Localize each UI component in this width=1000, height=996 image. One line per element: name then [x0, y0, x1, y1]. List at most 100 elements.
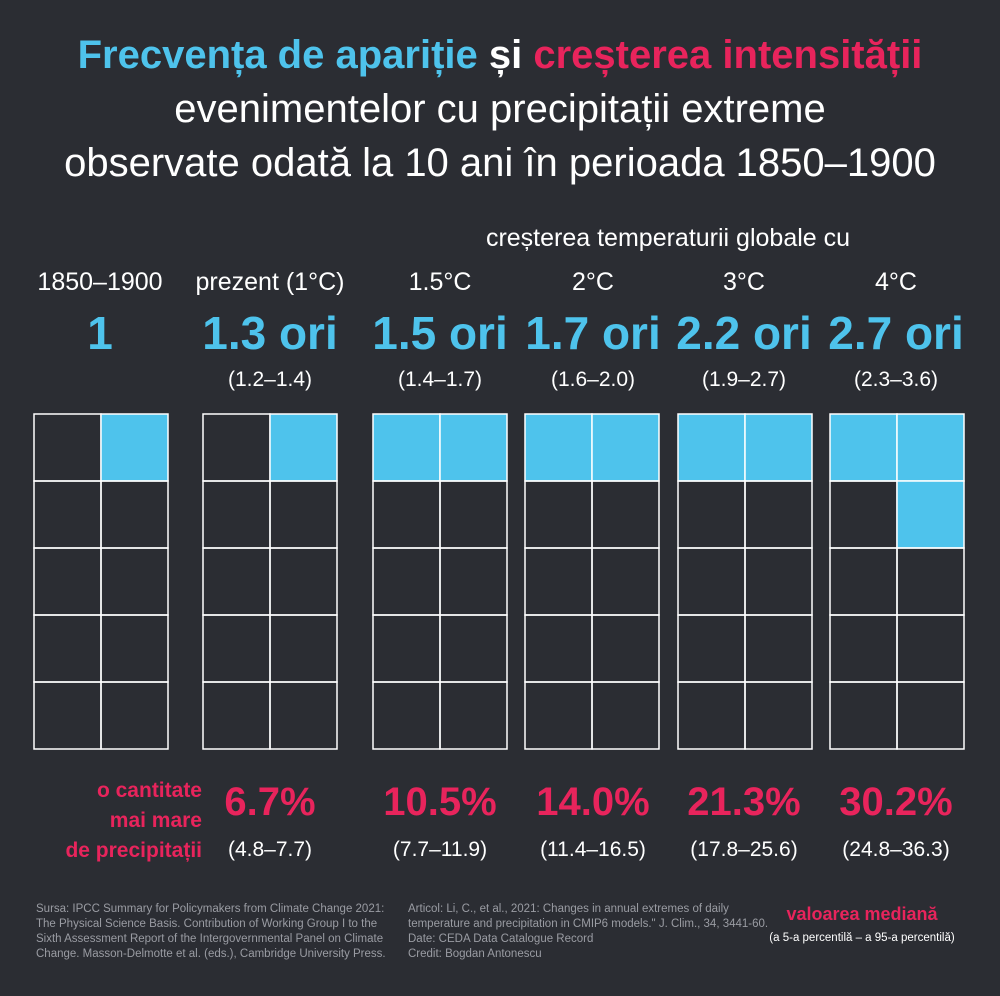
title-line-3: observate odată la 10 ani în perioada 18…	[64, 141, 936, 185]
grid-cell-empty	[896, 681, 965, 750]
scenario-label: 1850–1900	[37, 268, 163, 296]
grid-cell-empty	[372, 547, 441, 616]
frequency-range: (1.6–2.0)	[550, 368, 636, 391]
median-legend: valoarea mediană	[786, 904, 938, 924]
grid-cell-empty	[202, 681, 271, 750]
grid-cell-empty	[677, 681, 746, 750]
footer-source-line: Sursa: IPCC Summary for Policymakers fro…	[36, 903, 385, 915]
precipitation-increase: 14.0%	[536, 780, 650, 824]
grid-cell-empty	[33, 681, 102, 750]
grid-cell-filled	[524, 413, 593, 482]
frequency-range: (1.4–1.7)	[397, 368, 483, 391]
grid-cell-empty	[439, 547, 508, 616]
grid-cell-empty	[100, 681, 169, 750]
footer-article-line: Articol: Li, C., et al., 2021: Changes i…	[408, 903, 729, 915]
grid-cell-empty	[372, 480, 441, 549]
grid-cell-empty	[100, 614, 169, 683]
footer-article-line: Date: CEDA Data Catalogue Record	[408, 933, 594, 945]
scenario-column: 3°C 2.2 ori (1.9–2.7) 21.3% (17.8–25.6)	[660, 0, 828, 900]
grid-cell-filled	[372, 413, 441, 482]
grid-cell-empty	[744, 480, 813, 549]
precipitation-range: (17.8–25.6)	[690, 838, 798, 861]
scenario-column: 2°C 1.7 ori (1.6–2.0) 14.0% (11.4–16.5)	[509, 0, 677, 900]
precipitation-label-line: o cantitate	[96, 779, 202, 802]
frequency-value: 1.5 ori	[372, 307, 508, 359]
grid-cell-empty	[591, 480, 660, 549]
scenario-column: 1850–1900 1	[16, 0, 184, 900]
grid-cell-filled	[829, 413, 898, 482]
title-line-2: evenimentelor cu precipitații extreme	[174, 87, 826, 131]
grid-cell-empty	[439, 614, 508, 683]
scenario-label: 2°C	[572, 268, 614, 296]
grid-cell-filled	[677, 413, 746, 482]
grid-cell-filled	[744, 413, 813, 482]
precipitation-increase: 30.2%	[839, 780, 953, 824]
grid-cell-empty	[33, 480, 102, 549]
scenario-label: 1.5°C	[408, 268, 472, 296]
grid-cell-empty	[591, 681, 660, 750]
precipitation-increase: 10.5%	[383, 780, 497, 824]
grid-cell-empty	[202, 413, 271, 482]
precipitation-label-line: mai mare	[109, 809, 202, 832]
warming-header: creșterea temperaturii globale cu	[485, 224, 851, 252]
footer-source-line: Sixth Assessment Report of the Intergove…	[36, 933, 384, 945]
grid-cell-empty	[896, 547, 965, 616]
grid-cell-empty	[896, 614, 965, 683]
footer-source-line: Change. Masson-Delmotte et al. (eds.), C…	[36, 948, 386, 960]
grid-cell-empty	[591, 547, 660, 616]
grid-cell-empty	[372, 681, 441, 750]
grid-cell-empty	[829, 614, 898, 683]
frequency-value: 1.7 ori	[525, 307, 661, 359]
frequency-value: 1	[87, 307, 113, 359]
grid-cell-empty	[677, 614, 746, 683]
frequency-grid	[829, 413, 965, 750]
grid-cell-filled	[100, 413, 169, 482]
precipitation-range: (7.7–11.9)	[392, 838, 488, 861]
grid-cell-empty	[677, 547, 746, 616]
frequency-grid	[524, 413, 660, 750]
grid-cell-empty	[591, 614, 660, 683]
precipitation-range: (11.4–16.5)	[540, 838, 646, 861]
grid-cell-empty	[372, 614, 441, 683]
grid-cell-empty	[524, 547, 593, 616]
frequency-value: 2.7 ori	[828, 307, 964, 359]
title-frequency: Frecvența de apariție	[77, 33, 478, 77]
grid-cell-filled	[591, 413, 660, 482]
grid-cell-empty	[202, 480, 271, 549]
frequency-range: (2.3–3.6)	[853, 368, 939, 391]
precipitation-range: (24.8–36.3)	[842, 838, 950, 861]
grid-cell-filled	[269, 413, 338, 482]
precipitation-label: o cantitate mai mare de precipitații	[18, 776, 202, 866]
grid-cell-empty	[269, 681, 338, 750]
frequency-grid	[677, 413, 813, 750]
footer-article: Articol: Li, C., et al., 2021: Changes i…	[408, 902, 768, 962]
grid-cell-empty	[829, 681, 898, 750]
scenario-column: 4°C 2.7 ori (2.3–3.6) 30.2% (24.8–36.3)	[812, 0, 980, 900]
scenario-label: 4°C	[875, 268, 917, 296]
frequency-grid	[202, 413, 338, 750]
scenario-column: 1.5°C 1.5 ori (1.4–1.7) 10.5% (7.7–11.9)	[356, 0, 524, 900]
precipitation-increase: 21.3%	[687, 780, 801, 824]
grid-cell-empty	[744, 614, 813, 683]
grid-cell-filled	[896, 413, 965, 482]
footer-source: Sursa: IPCC Summary for Policymakers fro…	[36, 902, 386, 962]
grid-cell-empty	[439, 681, 508, 750]
grid-cell-empty	[269, 480, 338, 549]
scenario-label: prezent (1°C)	[195, 268, 345, 296]
grid-cell-empty	[524, 681, 593, 750]
grid-cell-filled	[896, 480, 965, 549]
grid-cell-empty	[744, 547, 813, 616]
grid-cell-empty	[33, 547, 102, 616]
frequency-grid	[33, 413, 169, 750]
grid-cell-filled	[439, 413, 508, 482]
frequency-value: 2.2 ori	[676, 307, 812, 359]
grid-cell-empty	[829, 547, 898, 616]
grid-cell-empty	[439, 480, 508, 549]
scenario-column: prezent (1°C) 1.3 ori (1.2–1.4) 6.7% (4.8–7.…	[186, 0, 354, 900]
grid-cell-empty	[829, 480, 898, 549]
grid-cell-empty	[744, 681, 813, 750]
frequency-range: (1.2–1.4)	[227, 368, 313, 391]
grid-cell-empty	[269, 547, 338, 616]
footer-source-line: The Physical Science Basis. Contribution…	[36, 918, 378, 930]
grid-cell-empty	[524, 480, 593, 549]
